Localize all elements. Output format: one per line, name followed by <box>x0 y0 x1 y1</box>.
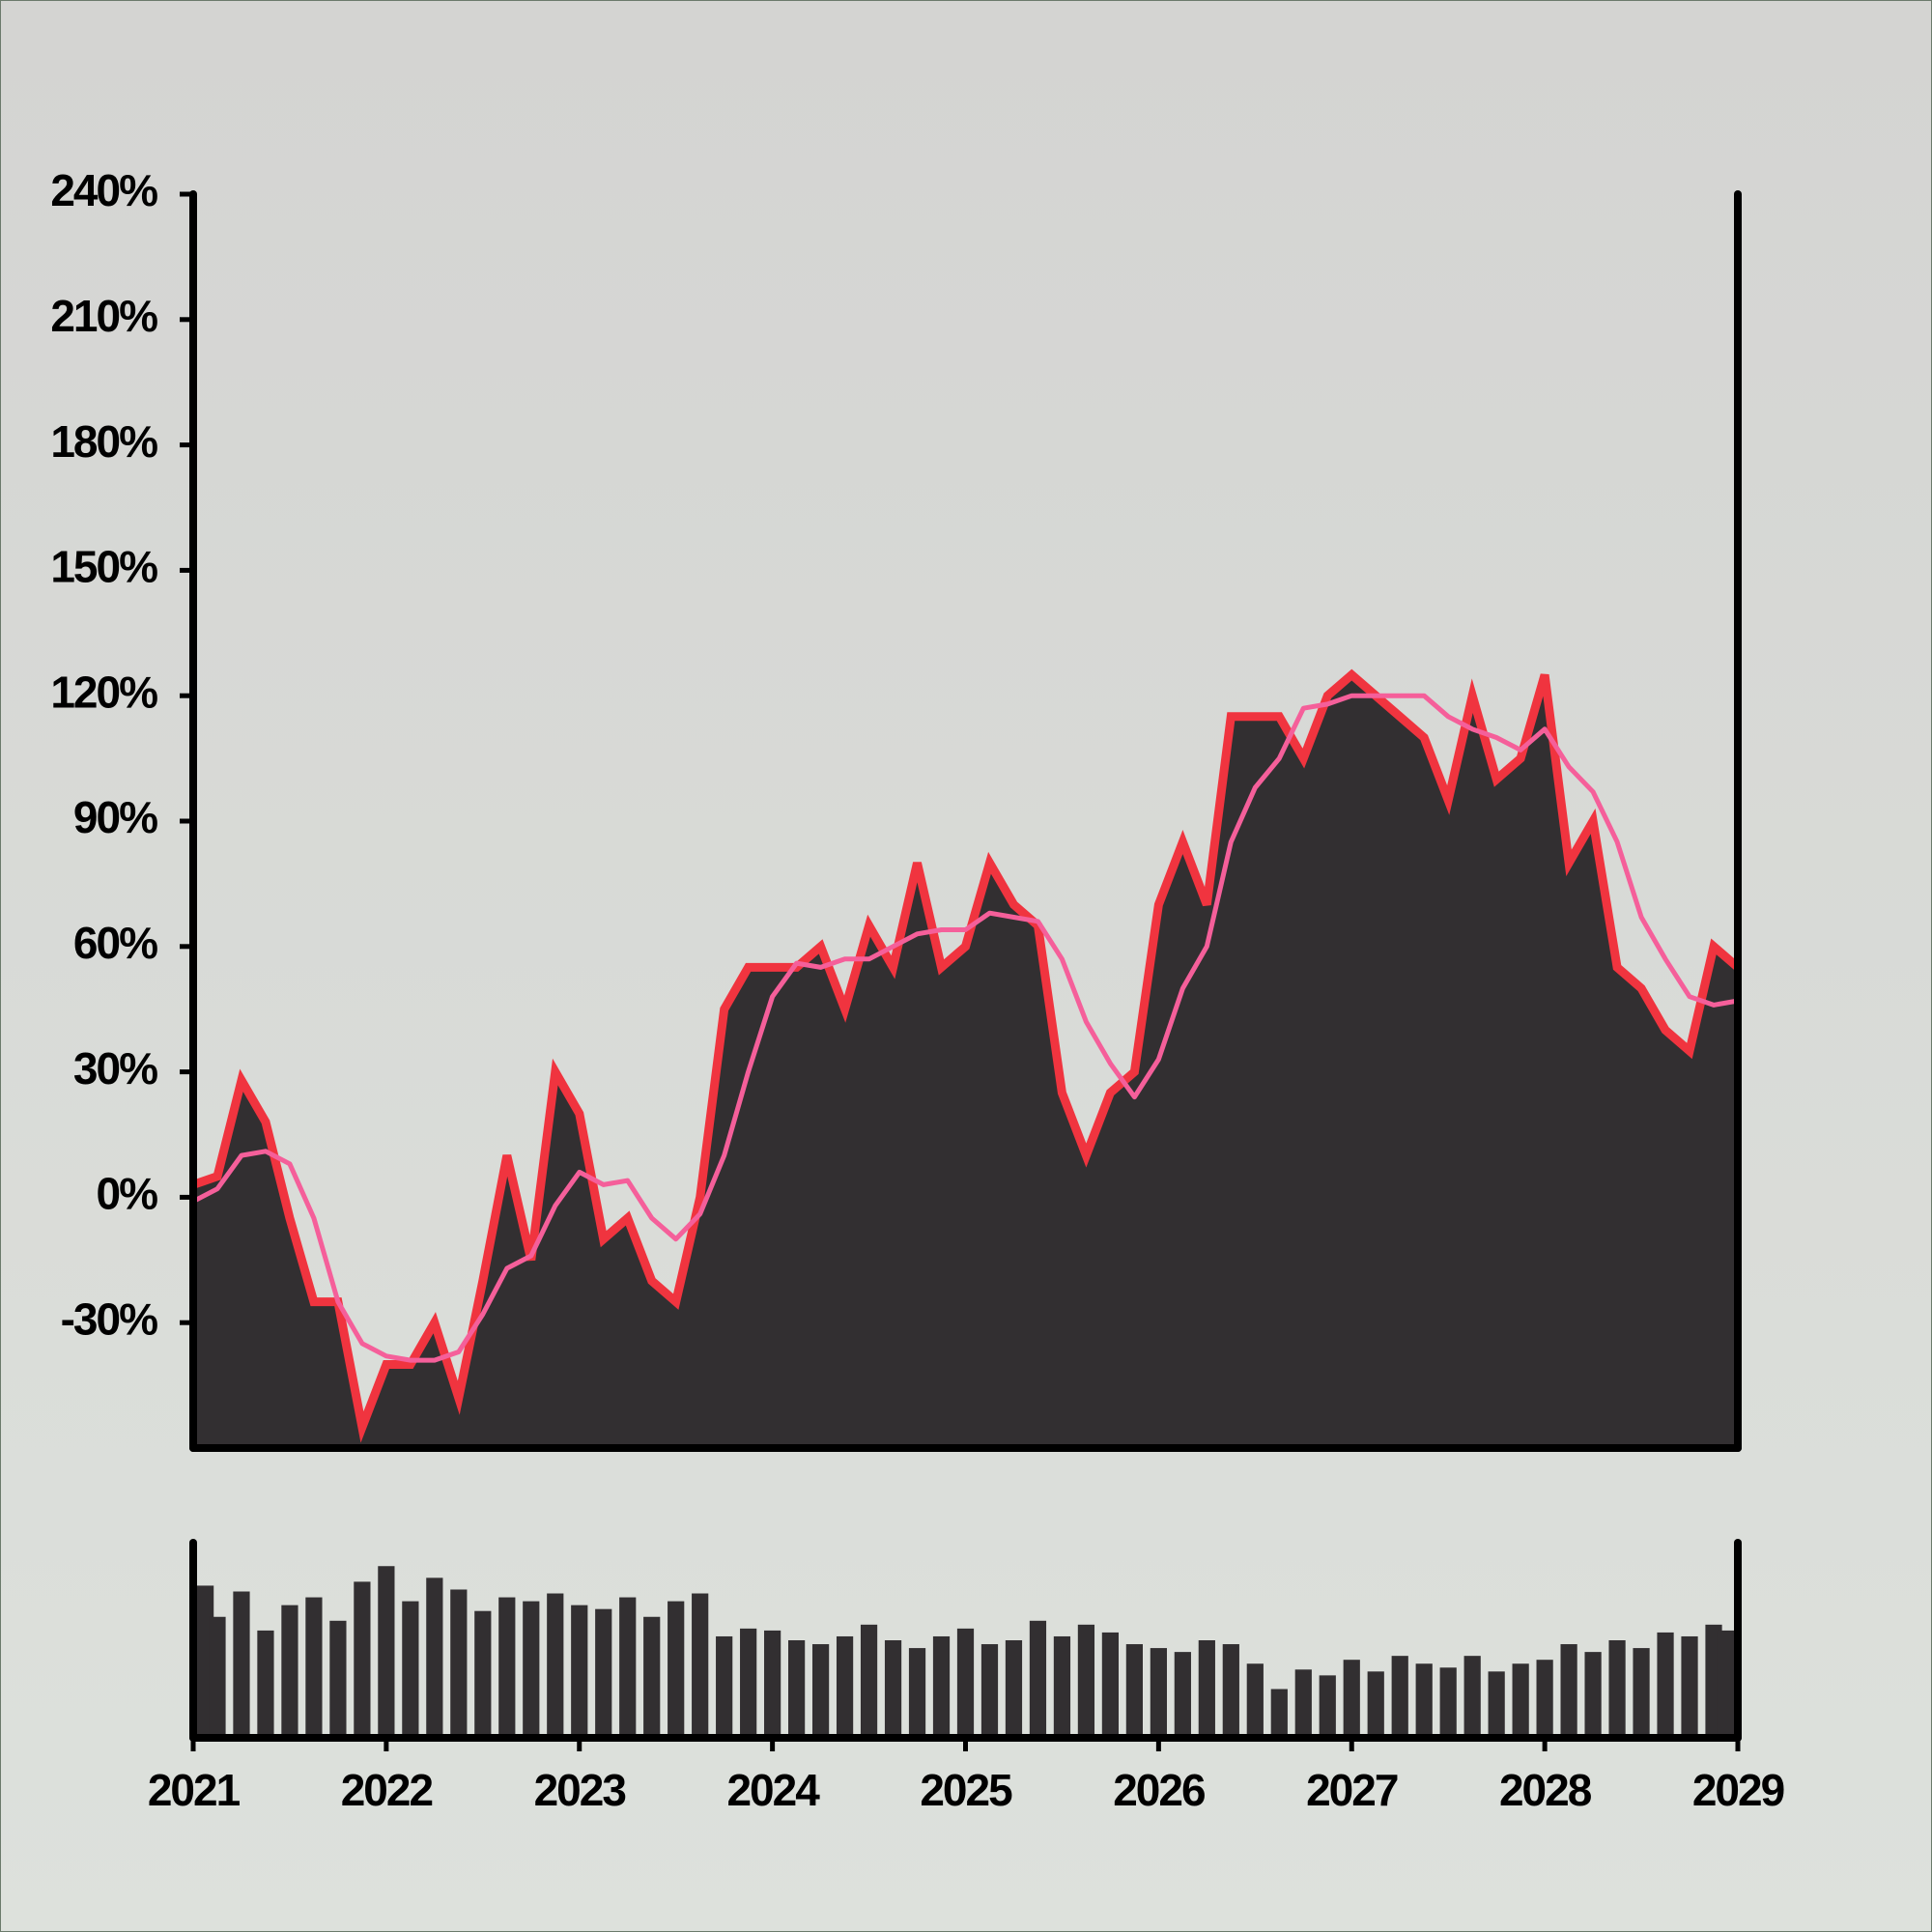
price-area <box>193 674 1738 1448</box>
volume-bar <box>1029 1620 1047 1738</box>
volume-bar <box>1488 1671 1505 1738</box>
volume-bar <box>354 1581 371 1738</box>
volume-bar <box>884 1640 902 1738</box>
volume-bar <box>426 1577 443 1738</box>
volume-bar <box>980 1644 999 1738</box>
volume-bar <box>233 1591 250 1738</box>
volume-bar <box>692 1593 709 1738</box>
volume-bar <box>378 1566 395 1738</box>
volume-bar <box>1222 1644 1239 1738</box>
volume-bar <box>1294 1669 1312 1738</box>
volume-bar <box>1005 1640 1023 1738</box>
volume-bar <box>1717 1630 1734 1738</box>
volume-bar <box>740 1628 757 1738</box>
y-tick-label: 120% <box>50 667 157 717</box>
volume-bar <box>547 1593 564 1738</box>
volume-bar <box>908 1648 926 1738</box>
volume-bar <box>1633 1648 1650 1738</box>
price-outline <box>191 668 1741 1443</box>
volume-bar <box>1077 1624 1095 1738</box>
volume-bar <box>668 1601 685 1738</box>
volume-bar <box>1053 1635 1071 1738</box>
y-tick-label: -30% <box>61 1293 157 1344</box>
volume-bar <box>1319 1675 1336 1738</box>
volume-bar <box>1608 1640 1626 1738</box>
volume-bar <box>523 1601 540 1738</box>
volume-bar <box>571 1605 588 1738</box>
volume-bar <box>402 1601 419 1738</box>
x-tick-label: 2026 <box>1113 1765 1205 1815</box>
volume-bar <box>1415 1663 1433 1738</box>
volume-bar <box>619 1597 637 1738</box>
x-tick-label: 2021 <box>148 1765 241 1815</box>
volume-bar <box>257 1630 274 1738</box>
y-tick-label: 0% <box>97 1169 158 1219</box>
volume-bar <box>1270 1689 1288 1738</box>
x-tick-label: 2028 <box>1499 1765 1592 1815</box>
volume-bar <box>716 1635 733 1738</box>
x-tick-label: 2024 <box>726 1765 820 1815</box>
volume-bar <box>1367 1671 1384 1738</box>
x-tick-label: 2025 <box>920 1765 1012 1815</box>
volume-bar <box>1101 1632 1120 1738</box>
volume-bar <box>1584 1652 1602 1738</box>
volume-bar <box>932 1635 951 1738</box>
volume-bar <box>329 1620 347 1738</box>
y-tick-label: 150% <box>50 542 157 592</box>
volume-bar <box>1536 1660 1553 1738</box>
volume-bar <box>595 1608 612 1738</box>
y-tick-label: 210% <box>50 291 157 341</box>
volume-bar <box>860 1624 878 1738</box>
x-tick-label: 2023 <box>534 1765 626 1815</box>
moving-average-line <box>191 693 1739 1363</box>
volume-bar <box>474 1610 492 1738</box>
volume-bar <box>1150 1648 1167 1738</box>
volume-bar <box>1560 1644 1577 1738</box>
y-tick-label: 30% <box>73 1043 157 1094</box>
volume-bar <box>836 1635 854 1738</box>
volume-bar <box>643 1616 661 1738</box>
x-tick-label: 2027 <box>1306 1765 1398 1815</box>
y-tick-label: 180% <box>50 416 157 467</box>
volume-bar <box>1512 1663 1529 1738</box>
volume-bar <box>305 1597 323 1738</box>
volume-bar <box>956 1628 975 1738</box>
y-tick-label: 240% <box>50 165 157 215</box>
y-tick-label: 90% <box>73 792 157 842</box>
volume-bar <box>811 1644 830 1738</box>
volume-bar <box>1198 1640 1215 1738</box>
volume-bar <box>1343 1660 1360 1738</box>
volume-bar <box>1174 1652 1191 1738</box>
volume-bar <box>1681 1635 1698 1738</box>
y-tick-label: 60% <box>73 918 157 968</box>
volume-bar <box>1439 1667 1457 1738</box>
x-tick-label: 2029 <box>1692 1765 1784 1815</box>
volume-bar <box>787 1640 806 1738</box>
volume-bar <box>498 1597 516 1738</box>
volume-bar <box>1125 1644 1144 1738</box>
x-tick-label: 2022 <box>341 1765 433 1815</box>
volume-bar <box>1657 1632 1674 1738</box>
volume-bar <box>1391 1656 1408 1738</box>
volume-bar <box>1246 1663 1264 1738</box>
volume-bar <box>764 1630 781 1738</box>
volume-bar <box>450 1589 468 1738</box>
volume-bar <box>281 1605 298 1738</box>
volume-bar <box>1463 1656 1481 1738</box>
volume-bar <box>209 1616 226 1738</box>
